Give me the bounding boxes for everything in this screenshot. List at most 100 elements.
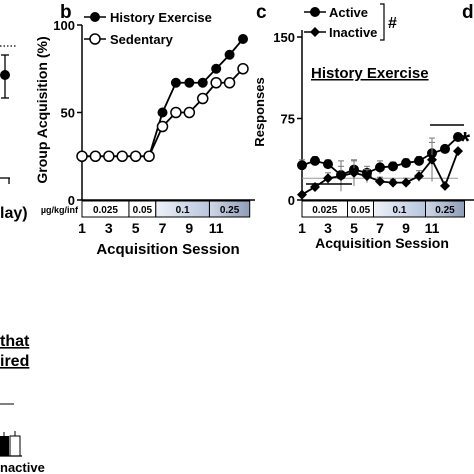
panel-c-sig-asterisk: * [460, 126, 471, 156]
dose-label: 0.1 [176, 205, 190, 216]
y-tick-label: 0 [68, 193, 75, 208]
panel-b-ylabel: Group Acquisition (%) [34, 36, 50, 183]
panel-a-fragment: lay) [0, 45, 28, 222]
data-point [157, 107, 168, 118]
dose-label: 0.25 [435, 205, 455, 216]
data-point [401, 177, 411, 188]
panel-c-dose-strip: 0.025 0.05 0.1 0.25 [301, 200, 465, 218]
data-point [388, 177, 398, 188]
panel-c-xlabel: Acquisition Session [315, 235, 449, 251]
panel-b-series [76, 34, 249, 162]
panel-a-xlabel-fragment: lay) [0, 205, 28, 222]
panel-c-series [297, 131, 463, 200]
x-tick-label: 3 [324, 220, 332, 236]
panel-b: b Group Acquisition (%) 0 50 100 0.025 0.05… [34, 2, 255, 258]
data-point [184, 77, 195, 88]
panel-c-xticks: 1 3 5 7 9 11 [298, 220, 440, 236]
data-point [89, 150, 102, 162]
data-point [388, 161, 398, 172]
data-point [129, 150, 142, 162]
bottom-left-fragments: that ired nactive [0, 333, 45, 474]
panel-c-ylabel: Responses [252, 77, 267, 146]
data-point [401, 158, 411, 169]
data-point [76, 150, 88, 162]
dose-label: 0.25 [220, 205, 240, 216]
panel-b-dose-strip: 0.025 0.05 0.1 0.25 µg/kg/inf [41, 200, 251, 218]
dose-label: 0.05 [133, 205, 153, 216]
dose-block [425, 200, 465, 218]
series-line-History Exercise [82, 38, 244, 158]
fragment-that: that [0, 333, 30, 350]
panel-b-xticks: 1 3 5 7 9 11 [78, 220, 224, 236]
panel-d-letter: d [462, 2, 474, 23]
y-tick-label: 100 [53, 18, 75, 33]
data-point [375, 176, 385, 187]
data-point [336, 171, 346, 182]
fragment-inactive: nactive [0, 460, 45, 474]
data-point [362, 171, 372, 182]
fragment-ired: ired [0, 353, 29, 370]
data-point [237, 63, 249, 75]
fragment-bar-white [9, 435, 21, 457]
y-tick-label: 0 [288, 193, 295, 208]
data-point [440, 180, 450, 191]
data-point [224, 49, 235, 60]
y-tick-label: 75 [281, 112, 295, 127]
data-point [297, 160, 307, 171]
data-point [197, 92, 209, 105]
data-point [297, 189, 307, 200]
legend-label-history-exercise: History Exercise [110, 10, 212, 25]
data-point [238, 34, 248, 44]
panel-c-title: History Exercise [311, 65, 429, 82]
panel-c-letter: c [256, 2, 267, 23]
data-point [323, 159, 333, 170]
data-point [170, 106, 182, 119]
data-point [103, 150, 115, 162]
data-point [349, 167, 359, 178]
data-point [375, 162, 385, 173]
dose-label: 0.025 [93, 205, 118, 216]
data-point [414, 155, 424, 166]
x-tick-label: 11 [425, 220, 440, 236]
data-point [223, 77, 236, 89]
dose-unit-label: µg/kg/inf [41, 205, 79, 215]
data-point [453, 146, 463, 157]
dose-block [208, 200, 251, 218]
data-point [116, 150, 128, 162]
dose-label: 0.1 [393, 205, 407, 216]
data-point [440, 143, 450, 154]
legend-marker-inactive [310, 27, 320, 37]
panel-c-legend: Active Inactive # [304, 3, 397, 41]
data-point [183, 106, 196, 119]
x-tick-label: 5 [132, 220, 140, 236]
x-tick-label: 1 [78, 220, 86, 236]
y-tick-label: 50 [61, 106, 75, 121]
legend-label-active: Active [329, 5, 368, 20]
data-point [427, 154, 437, 165]
legend-marker-history-exercise [90, 12, 100, 22]
fragment-bar-black [0, 436, 9, 456]
x-tick-label: 7 [159, 220, 167, 236]
dose-label: 0.05 [351, 205, 371, 216]
legend-marker-sedentary [89, 33, 101, 45]
x-tick-label: 9 [402, 220, 410, 236]
legend-label-inactive: Inactive [329, 25, 377, 40]
x-tick-label: 11 [209, 220, 224, 236]
x-tick-label: 1 [298, 220, 306, 236]
data-point [211, 63, 222, 74]
y-tick-label: 150 [273, 30, 295, 45]
data-point [210, 77, 222, 89]
panel-b-xlabel: Acquisition Session [96, 241, 239, 258]
panel-a-point [0, 70, 10, 80]
legend-hash: # [388, 15, 397, 32]
panel-c: c Responses 0 75 150 0.025 0.05 0.1 0.25 1 3 5 7… [252, 2, 474, 251]
x-tick-label: 9 [185, 220, 193, 236]
legend-label-sedentary: Sedentary [110, 32, 174, 47]
dose-label: 0.025 [312, 205, 337, 216]
data-point [453, 131, 463, 142]
legend-marker-active [310, 7, 320, 17]
data-point [310, 155, 320, 166]
x-tick-label: 5 [350, 220, 358, 236]
x-tick-label: 7 [376, 220, 384, 236]
